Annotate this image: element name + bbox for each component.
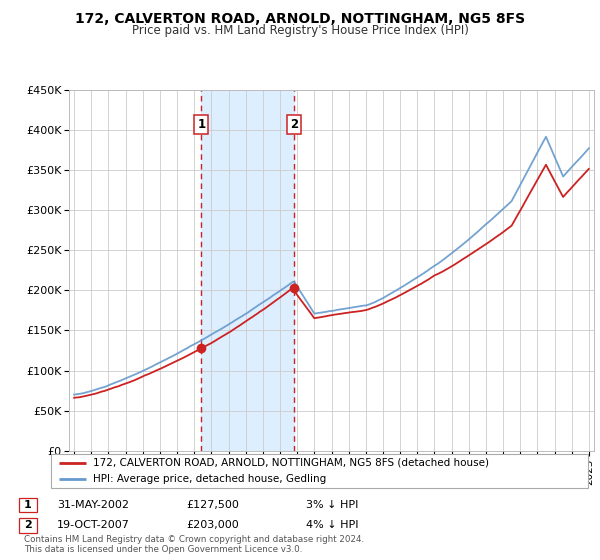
Text: HPI: Average price, detached house, Gedling: HPI: Average price, detached house, Gedl…: [93, 474, 326, 484]
Text: 2: 2: [290, 118, 298, 130]
Text: 3% ↓ HPI: 3% ↓ HPI: [306, 500, 358, 510]
Text: 172, CALVERTON ROAD, ARNOLD, NOTTINGHAM, NG5 8FS: 172, CALVERTON ROAD, ARNOLD, NOTTINGHAM,…: [75, 12, 525, 26]
Text: £127,500: £127,500: [186, 500, 239, 510]
Text: This data is licensed under the Open Government Licence v3.0.: This data is licensed under the Open Gov…: [24, 545, 302, 554]
Bar: [202, 90, 294, 451]
Text: 1: 1: [197, 118, 206, 130]
Text: 172, CALVERTON ROAD, ARNOLD, NOTTINGHAM, NG5 8FS (detached house): 172, CALVERTON ROAD, ARNOLD, NOTTINGHAM,…: [93, 458, 489, 468]
Text: 1: 1: [24, 500, 31, 510]
Text: 4% ↓ HPI: 4% ↓ HPI: [306, 520, 359, 530]
Text: £203,000: £203,000: [186, 520, 239, 530]
Text: Price paid vs. HM Land Registry's House Price Index (HPI): Price paid vs. HM Land Registry's House …: [131, 24, 469, 37]
Text: 19-OCT-2007: 19-OCT-2007: [57, 520, 130, 530]
Text: Contains HM Land Registry data © Crown copyright and database right 2024.: Contains HM Land Registry data © Crown c…: [24, 535, 364, 544]
Text: 31-MAY-2002: 31-MAY-2002: [57, 500, 129, 510]
Text: 2: 2: [24, 520, 31, 530]
